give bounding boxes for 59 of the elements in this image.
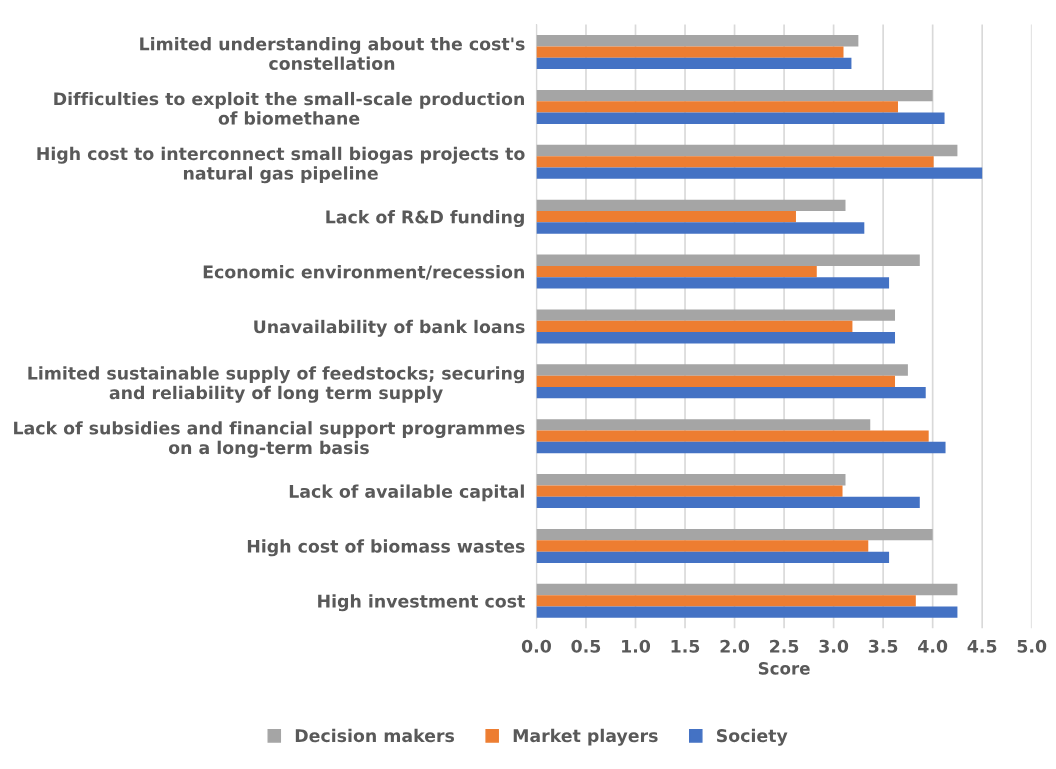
bar [536,265,817,278]
y-tick-label: Limited sustainable supply of feedstocks; securing and reliability of long term supply [28,366,524,403]
bar [536,583,958,596]
x-axis-title: Score [758,662,810,675]
x-tick-label: 3.5 [868,639,898,653]
bar [536,211,796,223]
bar [536,144,958,157]
y-tick-label: Economic environment/recession [203,264,524,280]
y-tick-label: Unavailability of bank loans [254,319,525,337]
bar [536,364,908,376]
bar [536,309,896,321]
bar [536,57,852,70]
bar [536,375,896,387]
bar [536,496,920,509]
y-tick-label: Difficulties to exploit the small-scale production of biomethane [54,91,524,125]
bar [536,540,869,552]
x-tick-label: 5.0 [1017,639,1047,653]
y-tick-label: Lack of subsidies and financial support programmes on a long-term basis [14,421,525,458]
bar [536,112,945,124]
bar [536,101,898,113]
bar [536,222,865,234]
bar [536,89,933,102]
x-tick-label: 1.5 [671,639,700,653]
bar [536,332,896,344]
bar [536,606,958,618]
bar [536,167,983,179]
bar [536,441,946,454]
bar [536,199,846,212]
x-tick-label: 2.0 [720,639,750,653]
y-tick-label: Lack of available capital [289,484,524,502]
y-tick-label: High cost of biomass wastes [247,539,525,557]
x-tick-label: 4.5 [967,639,997,653]
bar [536,156,934,168]
bar [536,254,920,266]
x-tick-label: 3.0 [819,639,849,653]
y-tick-label: Limited understanding about the cost's constellation [140,36,525,70]
bar [536,320,853,333]
y-tick-label: High cost to interconnect small biogas projects to natural gas pipeline [37,146,525,184]
bar [536,277,890,289]
bar [536,551,890,563]
bar [536,430,929,442]
bar [536,474,846,486]
bar [536,595,916,607]
bar [536,485,843,497]
x-tick-label: 1.0 [622,639,651,653]
legend-label: Society [716,728,788,746]
legend-label: Market players [513,728,658,746]
x-tick-label: 4.0 [918,639,948,653]
bar [536,46,844,58]
bar [536,35,859,47]
y-tick-label: Lack of R&D funding [326,210,524,228]
bar [536,528,933,541]
legend-label: Decision makers [295,728,455,743]
x-tick-label: 0.0 [521,639,551,653]
bar [536,419,871,431]
x-tick-label: 2.5 [770,639,799,653]
x-tick-label: 0.5 [571,639,601,653]
y-tick-label: High investment cost [318,594,525,612]
bar [536,386,926,399]
